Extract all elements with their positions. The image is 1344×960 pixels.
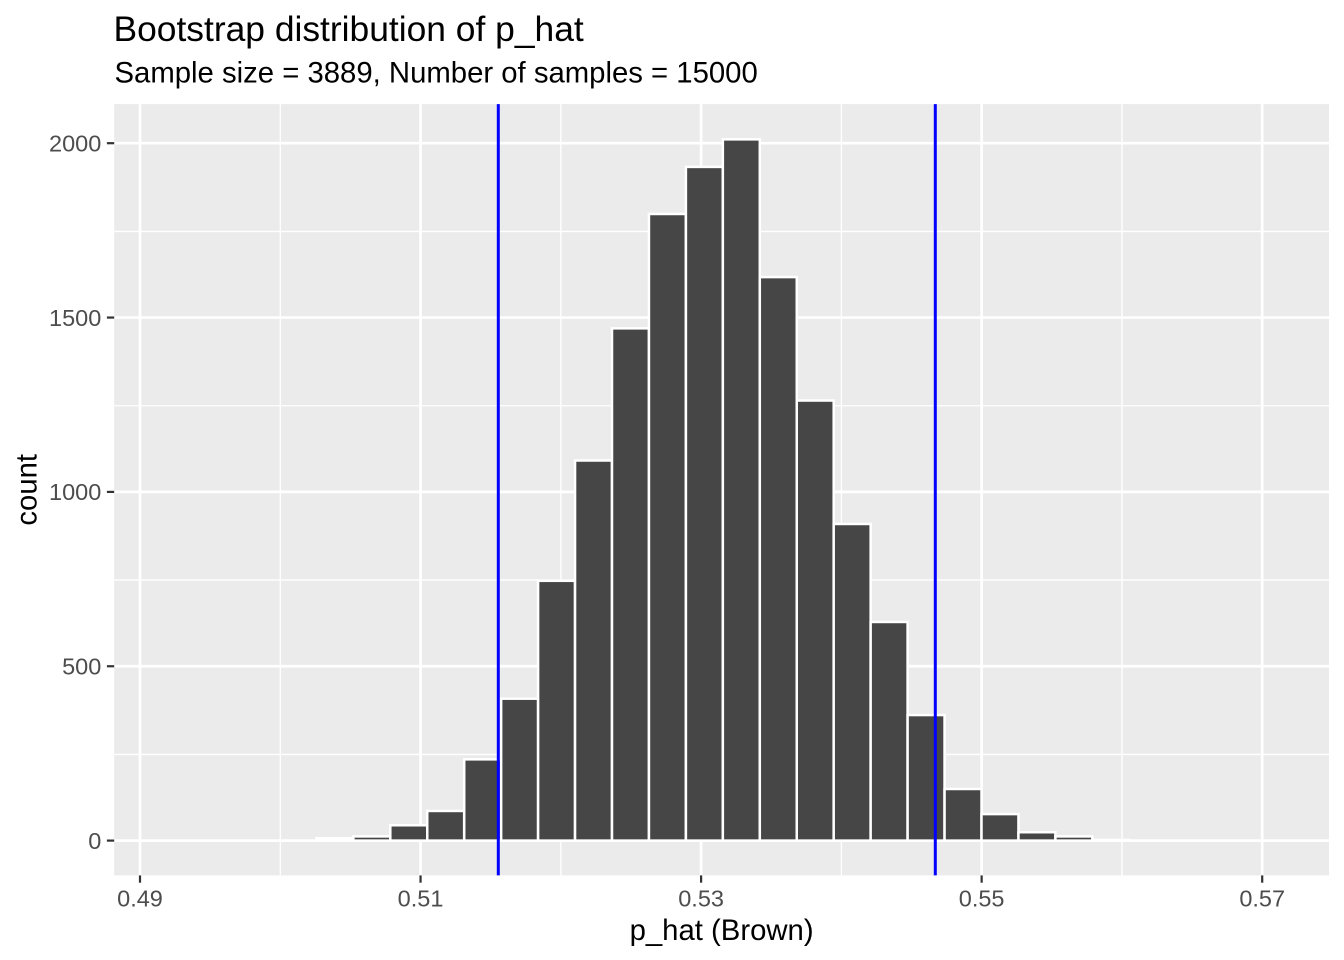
svg-text:0.55: 0.55 <box>959 886 1005 912</box>
svg-text:0.53: 0.53 <box>678 886 724 912</box>
svg-text:p_hat (Brown): p_hat (Brown) <box>630 914 814 947</box>
svg-text:0.57: 0.57 <box>1239 886 1285 912</box>
svg-text:1000: 1000 <box>49 479 101 505</box>
svg-text:2000: 2000 <box>49 131 101 157</box>
svg-text:500: 500 <box>62 654 101 680</box>
svg-text:Bootstrap distribution of p_ha: Bootstrap distribution of p_hat <box>114 9 584 49</box>
svg-text:1500: 1500 <box>49 305 101 331</box>
svg-text:0.49: 0.49 <box>117 886 163 912</box>
svg-text:count: count <box>10 454 43 526</box>
svg-text:0: 0 <box>88 828 101 854</box>
svg-text:0.51: 0.51 <box>398 886 444 912</box>
svg-text:Sample size = 3889, Number of: Sample size = 3889, Number of samples = … <box>115 56 758 89</box>
